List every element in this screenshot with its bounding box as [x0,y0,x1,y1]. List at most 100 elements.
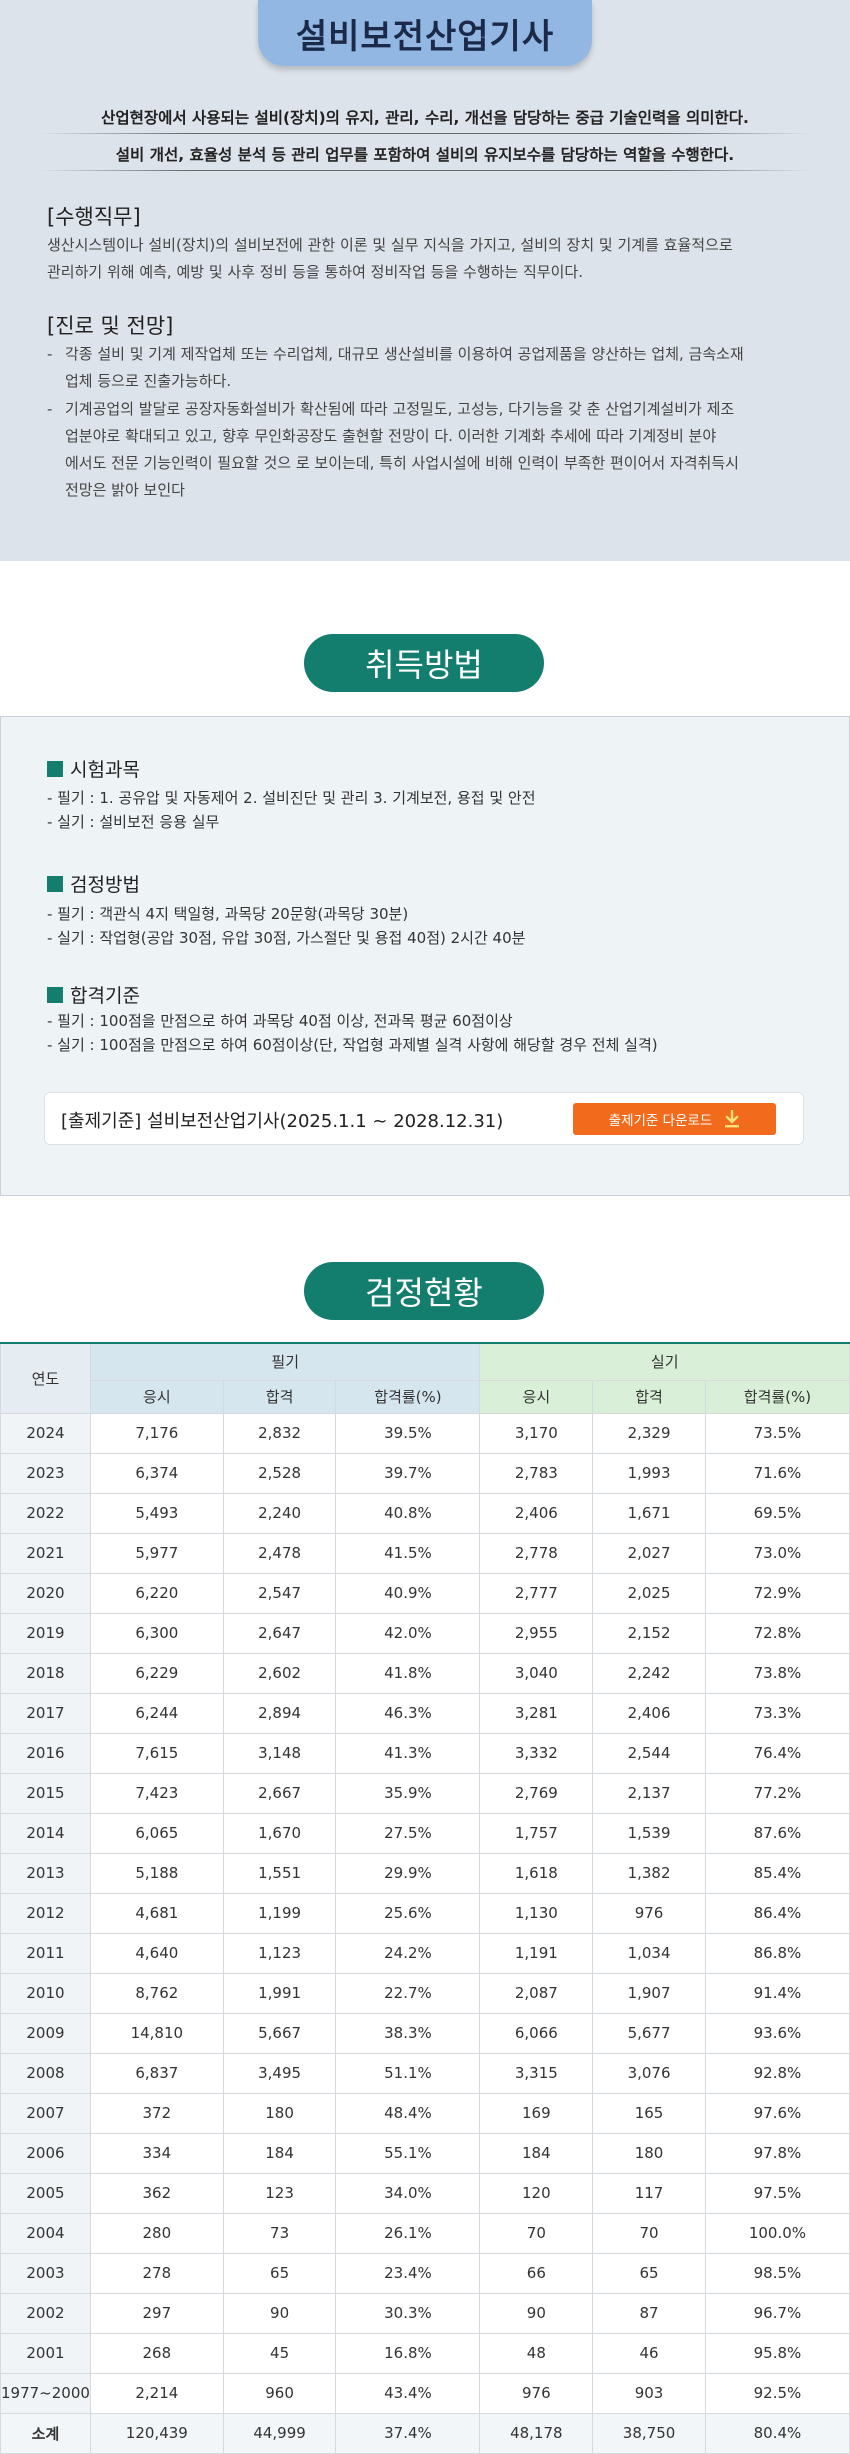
row-year: 2011 [0,1932,91,1974]
written-applicants: 2,214 [89,2372,224,2414]
written-passed: 45 [222,2332,337,2374]
row-year: 1977~2000 [0,2372,91,2414]
written-passed: 2,667 [222,1772,337,1814]
table-row: 2016 7,615 3,148 41.3% 3,332 2,544 76.4% [0,1732,850,1774]
written-applicants: 334 [89,2132,224,2174]
written-passed: 44,999 [222,2412,337,2454]
table-row: 2010 8,762 1,991 22.7% 2,087 1,907 91.4% [0,1972,850,2014]
row-year: 2024 [0,1412,91,1454]
outlook-heading: [진로 및 전망] [47,314,174,338]
practical-passed: 2,406 [592,1692,706,1734]
table-row: 2023 6,374 2,528 39.7% 2,783 1,993 71.6% [0,1452,850,1494]
bullet-line: 기계공업의 발달로 공장자동화설비가 확산됨에 따라 고정밀도, 고성능, 다기… [65,400,735,418]
practical-rate: 98.5% [704,2252,850,2294]
written-applicants: 280 [89,2212,224,2254]
written-passed: 2,240 [222,1492,337,1534]
practical-applicants: 70 [479,2212,594,2254]
practical-passed: 1,034 [592,1932,706,1974]
square-bullet-icon [47,760,63,777]
written-passed: 1,670 [222,1812,337,1854]
written-passed: 123 [222,2172,337,2214]
bullet-dash: - [47,400,53,418]
practical-applicants: 2,087 [479,1972,594,2014]
outlook-bullet-1: - 각종 설비 및 기계 제작업체 또는 수리업체, 대규모 생산설비를 이용하… [47,341,812,395]
written-passed: 2,602 [222,1652,337,1694]
practical-applicants: 48,178 [479,2412,594,2454]
practical-applicants: 2,778 [479,1532,594,1574]
practical-passed: 65 [592,2252,706,2294]
download-button[interactable]: 출제기준 다운로드 [573,1103,776,1135]
table-row: 2006 334 184 55.1% 184 180 97.8% [0,2132,850,2174]
row-year: 2022 [0,1492,91,1534]
practical-rate: 73.0% [704,1532,850,1574]
table-row: 2002 297 90 30.3% 90 87 96.7% [0,2292,850,2334]
practical-rate: 80.4% [704,2412,850,2454]
method-practical: - 실기 : 작업형(공압 30점, 유압 30점, 가스절단 및 용접 40점… [47,929,526,947]
col-written-applicants: 응시 [89,1379,224,1414]
practical-rate: 73.8% [704,1652,850,1694]
table-row: 2021 5,977 2,478 41.5% 2,778 2,027 73.0% [0,1532,850,1574]
outlook-bullet-2: - 기계공업의 발달로 공장자동화설비가 확산됨에 따라 고정밀도, 고성능, … [47,396,812,504]
table-row: 2009 14,810 5,667 38.3% 6,066 5,677 93.6% [0,2012,850,2054]
row-year: 2008 [0,2052,91,2094]
criteria-written: - 필기 : 100점을 만점으로 하여 과목당 40점 이상, 전과목 평균 … [47,1012,513,1030]
written-passed: 65 [222,2252,337,2294]
practical-rate: 96.7% [704,2292,850,2334]
table-row: 2017 6,244 2,894 46.3% 3,281 2,406 73.3% [0,1692,850,1734]
row-year: 2014 [0,1812,91,1854]
written-passed: 5,667 [222,2012,337,2054]
practical-passed: 1,993 [592,1452,706,1494]
table-row: 2014 6,065 1,670 27.5% 1,757 1,539 87.6% [0,1812,850,1854]
table-row: 2003 278 65 23.4% 66 65 98.5% [0,2252,850,2294]
written-rate: 41.3% [335,1732,481,1774]
written-passed: 1,199 [222,1892,337,1934]
divider [40,133,810,134]
duties-heading: [수행직무] [47,205,141,229]
download-label: 출제기준 다운로드 [608,1113,713,1129]
practical-applicants: 120 [479,2172,594,2214]
practical-passed: 5,677 [592,2012,706,2054]
col-practical-header: 실기 [479,1342,850,1381]
practical-applicants: 2,769 [479,1772,594,1814]
method-heading-text: 검정방법 [70,874,140,896]
bullet-line: 업체 등으로 진출가능하다. [65,372,232,390]
written-applicants: 6,065 [89,1812,224,1854]
col-written-header: 필기 [89,1342,481,1381]
written-applicants: 5,977 [89,1532,224,1574]
practical-applicants: 976 [479,2372,594,2414]
written-applicants: 4,681 [89,1892,224,1934]
written-passed: 90 [222,2292,337,2334]
duties-line: 관리하기 위해 예측, 예방 및 사후 정비 등을 통하여 정비작업 등을 수행… [47,263,583,281]
duties-text: 생산시스템이나 설비(장치)의 설비보전에 관한 이론 및 실무 지식을 가지고… [47,232,812,286]
practical-passed: 2,027 [592,1532,706,1574]
stats-title: 검정현황 [304,1262,544,1320]
practical-passed: 903 [592,2372,706,2414]
written-applicants: 5,493 [89,1492,224,1534]
subjects-practical: - 실기 : 설비보전 응용 실무 [47,813,220,831]
practical-applicants: 3,040 [479,1652,594,1694]
lead-line-1: 산업현장에서 사용되는 설비(장치)의 유지, 관리, 수리, 개선을 담당하는… [101,109,749,127]
practical-passed: 2,544 [592,1732,706,1774]
practical-passed: 2,152 [592,1612,706,1654]
criteria-heading: 합격기준 [47,981,140,1008]
written-applicants: 8,762 [89,1972,224,2014]
written-applicants: 278 [89,2252,224,2294]
method-heading: 검정방법 [47,870,140,897]
written-rate: 55.1% [335,2132,481,2174]
practical-applicants: 169 [479,2092,594,2134]
lead-line-2: 설비 개선, 효율성 분석 등 관리 업무를 포함하여 설비의 유지보수를 담당… [115,146,735,164]
written-passed: 1,991 [222,1972,337,2014]
page-title: 설비보전산업기사 [258,0,592,66]
written-applicants: 6,374 [89,1452,224,1494]
practical-rate: 87.6% [704,1812,850,1854]
table-row: 2001 268 45 16.8% 48 46 95.8% [0,2332,850,2374]
row-year: 2005 [0,2172,91,2214]
divider [40,170,810,171]
subjects-written: - 필기 : 1. 공유압 및 자동제어 2. 설비진단 및 관리 3. 기계보… [47,789,536,807]
table-row: 2012 4,681 1,199 25.6% 1,130 976 86.4% [0,1892,850,1934]
practical-applicants: 1,191 [479,1932,594,1974]
written-applicants: 6,220 [89,1572,224,1614]
table-row: 1977~2000 2,214 960 43.4% 976 903 92.5% [0,2372,850,2414]
stats-table: 연도 필기 실기 응시 합격 합격률(%) 응시 합격 합격률(%) 2024 7… [0,1342,850,2454]
row-year: 2006 [0,2132,91,2174]
